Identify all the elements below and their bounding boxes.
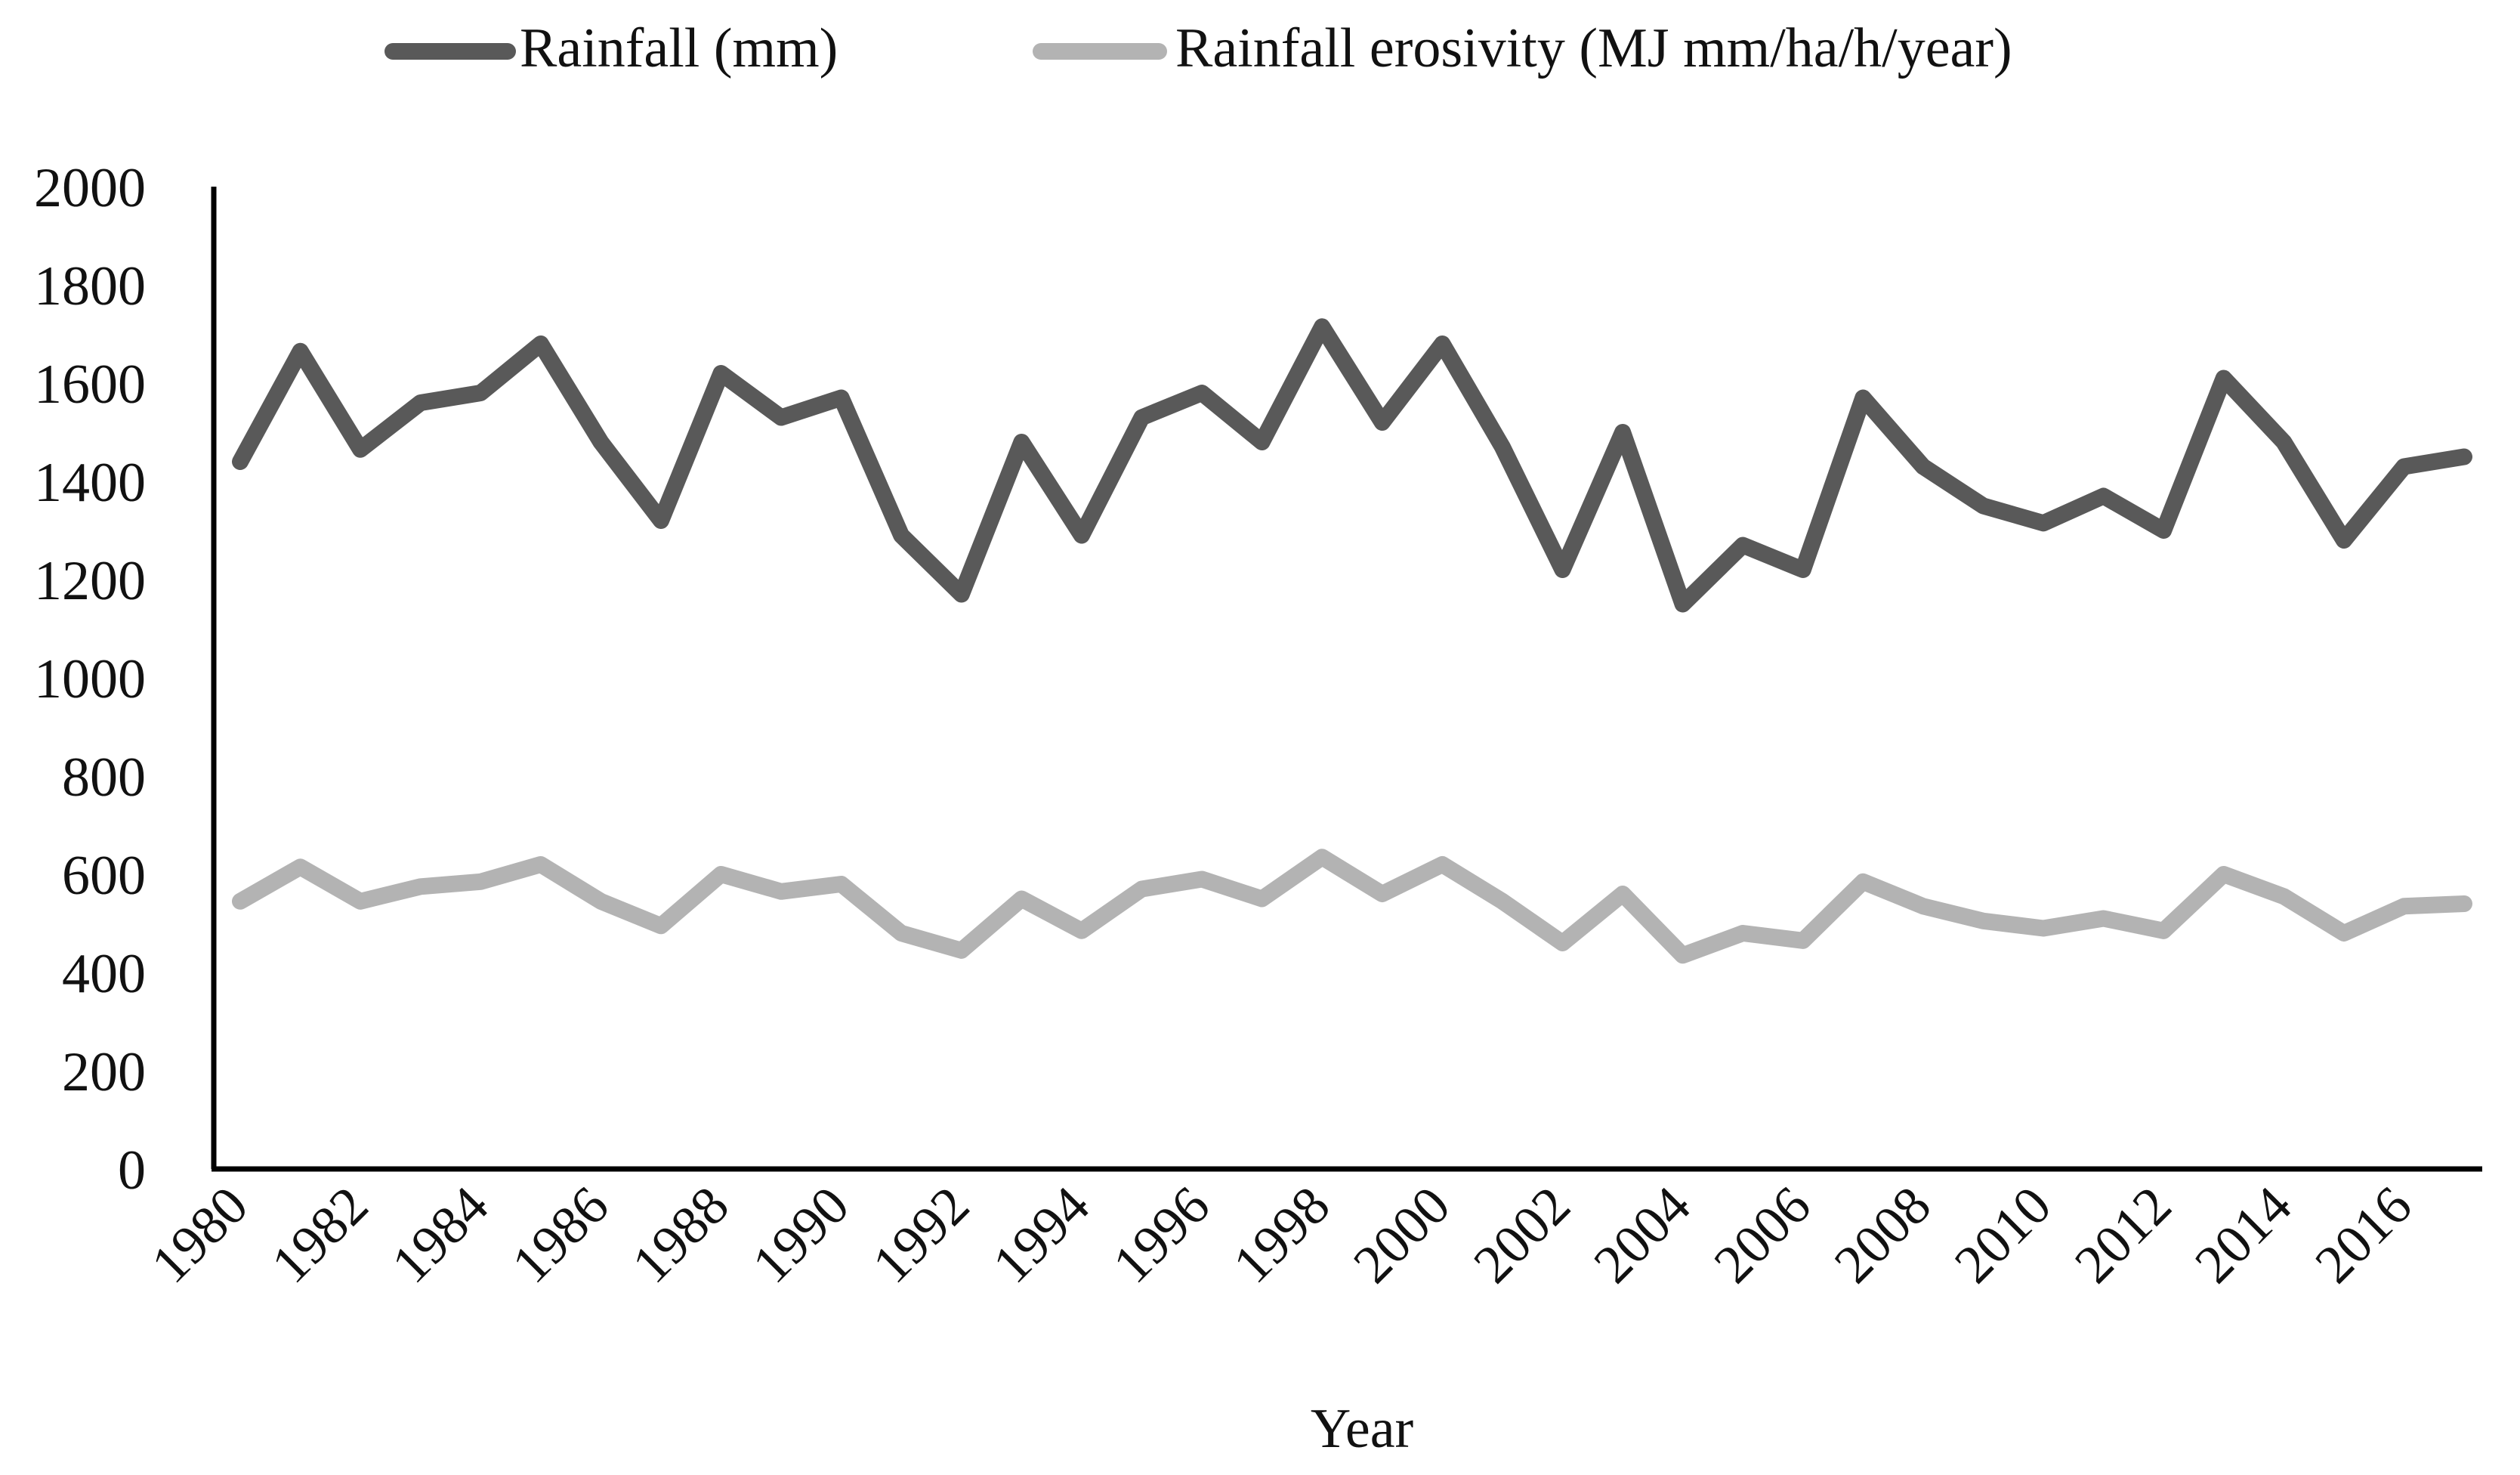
x-tick-label: 1980 <box>140 1175 259 1294</box>
x-tick-label: 2002 <box>1462 1175 1581 1294</box>
y-tick-label: 1400 <box>34 452 146 514</box>
x-tick-label: 2014 <box>2183 1175 2302 1294</box>
x-axis-title: Year <box>1311 1398 1413 1460</box>
legend-label-rainfall: Rainfall (mm) <box>520 17 838 79</box>
x-tick-label: 2006 <box>1703 1175 1822 1294</box>
y-tick-label: 600 <box>62 845 146 907</box>
x-tick-label: 1996 <box>1101 1175 1221 1294</box>
x-axis-ticks: 1980 1982 1984 1986 1988 1990 1992 1994 1996 1998… <box>140 1175 2423 1294</box>
x-tick-label: 2004 <box>1583 1175 1702 1294</box>
x-tick-label: 2008 <box>1823 1175 1942 1294</box>
x-tick-label: 2010 <box>1943 1175 2062 1294</box>
x-tick-label: 1984 <box>380 1175 499 1294</box>
legend: Rainfall (mm) Rainfall erosivity (MJ mm/… <box>384 17 2012 79</box>
y-tick-label: 400 <box>62 943 146 1005</box>
y-tick-label: 800 <box>62 747 146 809</box>
legend-label-erosivity: Rainfall erosivity (MJ mm/ha/h/year) <box>1175 17 2012 79</box>
plot-lines <box>232 318 2472 964</box>
x-tick-label: 2012 <box>2063 1175 2182 1294</box>
y-tick-label: 1200 <box>34 550 146 612</box>
series-line-rainfall <box>232 318 2472 613</box>
x-tick-label: 1994 <box>981 1175 1101 1294</box>
y-tick-label: 0 <box>118 1139 146 1201</box>
series-line-erosivity <box>232 849 2472 964</box>
y-tick-label: 200 <box>62 1041 146 1103</box>
y-tick-label: 1800 <box>34 255 146 317</box>
x-tick-label: 1986 <box>500 1175 619 1294</box>
y-axis-ticks: 0 200 400 600 800 1000 1200 1400 1600 1800 2000 <box>34 157 146 1201</box>
x-tick-label: 1990 <box>741 1175 860 1294</box>
x-tick-label: 1982 <box>260 1175 379 1294</box>
y-tick-label: 1000 <box>34 648 146 710</box>
x-tick-label: 2000 <box>1342 1175 1461 1294</box>
x-tick-label: 1988 <box>620 1175 740 1294</box>
x-tick-label: 1998 <box>1221 1175 1341 1294</box>
x-tick-label: 2016 <box>2303 1175 2423 1294</box>
x-tick-label: 1992 <box>861 1175 981 1294</box>
y-tick-label: 2000 <box>34 157 146 219</box>
y-tick-label: 1600 <box>34 354 146 416</box>
